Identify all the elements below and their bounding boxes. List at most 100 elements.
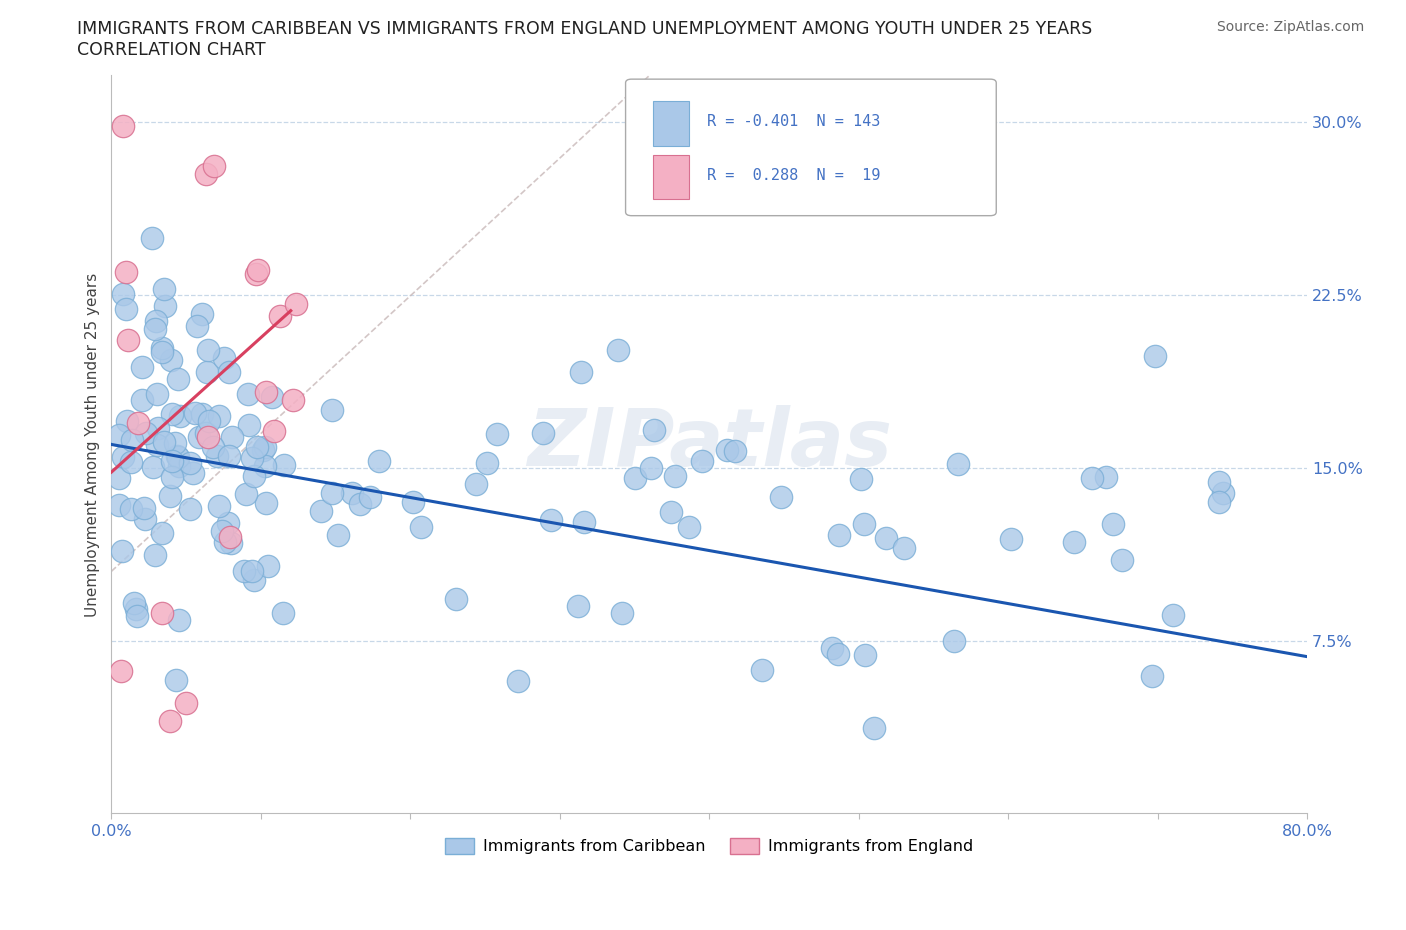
- Point: [446, 591, 468, 606]
- Point: [716, 443, 738, 458]
- Point: [153, 299, 176, 313]
- Text: R =  0.288  N =  19: R = 0.288 N = 19: [707, 168, 880, 183]
- Point: [150, 525, 173, 540]
- Point: [368, 454, 391, 469]
- Point: [567, 599, 589, 614]
- Point: [205, 449, 228, 464]
- Point: [247, 262, 270, 277]
- Point: [111, 286, 134, 301]
- Point: [1143, 349, 1166, 364]
- Point: [607, 342, 630, 357]
- Point: [254, 496, 277, 511]
- Point: [1095, 470, 1118, 485]
- Point: [1208, 495, 1230, 510]
- Point: [150, 606, 173, 621]
- Point: [349, 497, 371, 512]
- Point: [254, 458, 277, 473]
- Point: [219, 535, 242, 550]
- Point: [150, 340, 173, 355]
- Point: [875, 530, 897, 545]
- Point: [723, 444, 745, 458]
- Point: [943, 633, 966, 648]
- Point: [191, 306, 214, 321]
- Point: [115, 265, 138, 280]
- Point: [131, 360, 153, 375]
- Point: [146, 387, 169, 402]
- Point: [112, 449, 135, 464]
- Point: [197, 414, 219, 429]
- Point: [309, 503, 332, 518]
- Point: [191, 407, 214, 422]
- Point: [572, 514, 595, 529]
- Text: Source: ZipAtlas.com: Source: ZipAtlas.com: [1216, 20, 1364, 34]
- Point: [853, 517, 876, 532]
- Point: [124, 602, 146, 617]
- Point: [169, 613, 191, 628]
- Point: [254, 385, 277, 400]
- Point: [893, 541, 915, 556]
- Point: [269, 309, 291, 324]
- Point: [108, 471, 131, 485]
- Point: [218, 365, 240, 379]
- Bar: [652, 101, 689, 146]
- Point: [245, 266, 267, 281]
- Point: [1081, 471, 1104, 485]
- Point: [131, 392, 153, 407]
- Point: [115, 414, 138, 429]
- Point: [120, 455, 142, 470]
- Text: CORRELATION CHART: CORRELATION CHART: [77, 41, 266, 59]
- Point: [186, 319, 208, 334]
- Point: [181, 466, 204, 481]
- Point: [221, 430, 243, 445]
- Point: [1161, 607, 1184, 622]
- Point: [273, 605, 295, 620]
- Point: [127, 608, 149, 623]
- Point: [821, 641, 844, 656]
- Point: [117, 332, 139, 347]
- Point: [827, 647, 849, 662]
- Point: [141, 231, 163, 246]
- Point: [208, 498, 231, 513]
- Point: [134, 512, 156, 526]
- Point: [108, 498, 131, 512]
- Point: [283, 392, 305, 407]
- Y-axis label: Unemployment Among Youth under 25 years: Unemployment Among Youth under 25 years: [86, 272, 100, 617]
- Point: [218, 529, 240, 544]
- Point: [252, 442, 274, 457]
- Text: ZIPatlas: ZIPatlas: [527, 405, 891, 484]
- Point: [284, 297, 307, 312]
- Point: [569, 365, 592, 379]
- Point: [111, 543, 134, 558]
- Point: [1000, 532, 1022, 547]
- Point: [659, 505, 682, 520]
- Point: [486, 427, 509, 442]
- Point: [321, 485, 343, 500]
- Point: [142, 459, 165, 474]
- Point: [610, 606, 633, 621]
- Point: [664, 469, 686, 484]
- Point: [195, 365, 218, 379]
- Point: [159, 714, 181, 729]
- Point: [242, 468, 264, 483]
- Point: [145, 313, 167, 328]
- Point: [120, 501, 142, 516]
- Point: [359, 489, 381, 504]
- Point: [238, 418, 260, 432]
- Point: [690, 453, 713, 468]
- Point: [169, 409, 191, 424]
- Point: [165, 436, 187, 451]
- Point: [540, 513, 562, 528]
- FancyBboxPatch shape: [626, 79, 997, 216]
- Point: [214, 351, 236, 365]
- Point: [751, 662, 773, 677]
- Point: [236, 386, 259, 401]
- Text: IMMIGRANTS FROM CARIBBEAN VS IMMIGRANTS FROM ENGLAND UNEMPLOYMENT AMONG YOUTH UN: IMMIGRANTS FROM CARIBBEAN VS IMMIGRANTS …: [77, 20, 1092, 38]
- Point: [849, 472, 872, 486]
- Point: [235, 486, 257, 501]
- Point: [243, 572, 266, 587]
- Point: [531, 426, 554, 441]
- Point: [260, 390, 283, 405]
- Point: [1212, 485, 1234, 500]
- Point: [678, 520, 700, 535]
- Point: [214, 535, 236, 550]
